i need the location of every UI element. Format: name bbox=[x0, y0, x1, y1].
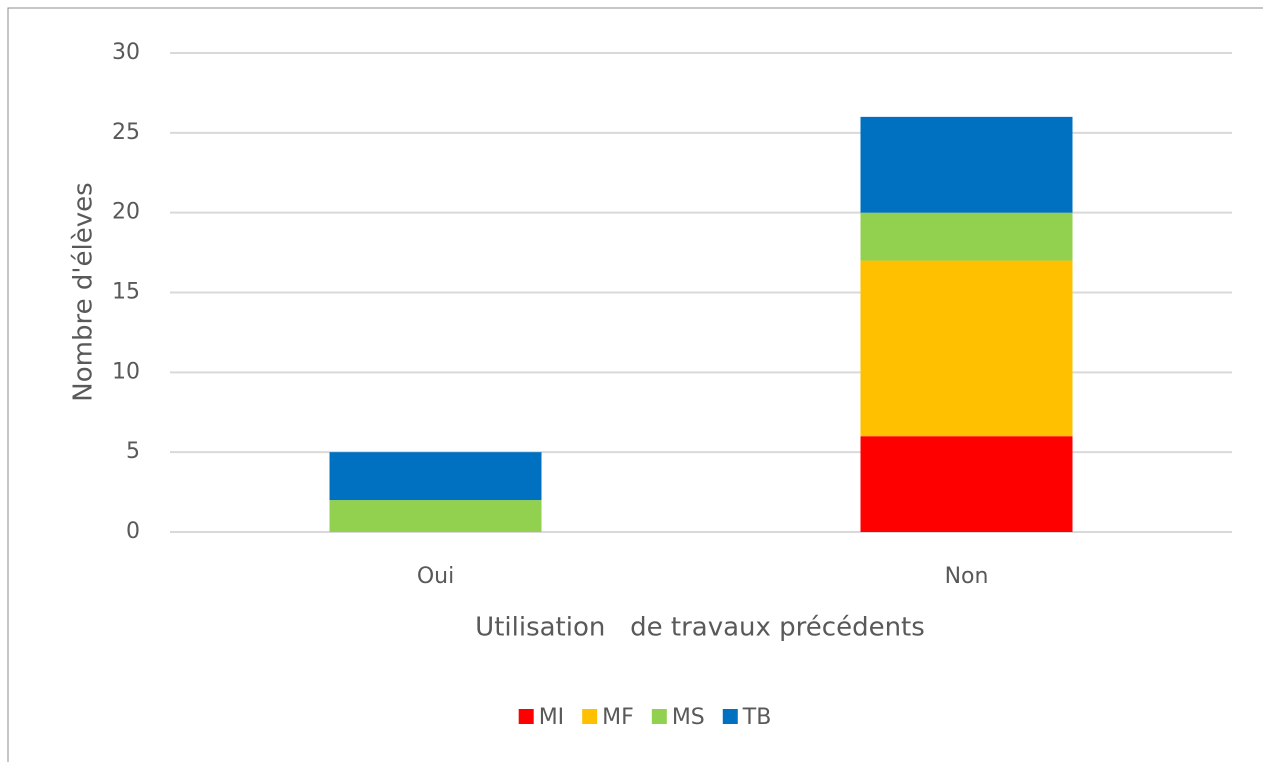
y-tick-label: 15 bbox=[112, 280, 140, 305]
legend-swatch bbox=[582, 709, 598, 724]
y-tick-label: 30 bbox=[112, 40, 140, 65]
bar-segment bbox=[860, 212, 1073, 261]
bar-segment bbox=[860, 116, 1073, 213]
bar-segment bbox=[860, 436, 1073, 532]
chart-frame bbox=[7, 7, 1263, 766]
x-tick-label: Non bbox=[945, 564, 989, 589]
legend-swatch bbox=[651, 709, 667, 724]
legend-label: MS bbox=[672, 705, 705, 730]
legend-swatch bbox=[518, 709, 534, 724]
y-axis-title: Nombre d'élèves bbox=[69, 182, 99, 401]
legend-label: MI bbox=[539, 705, 564, 730]
legend-label: TB bbox=[742, 705, 772, 730]
bar-segment bbox=[860, 260, 1073, 437]
y-tick-label: 10 bbox=[112, 359, 140, 384]
bar-segment bbox=[329, 500, 542, 532]
x-tick-label: Oui bbox=[417, 564, 454, 589]
legend-label: MF bbox=[602, 705, 634, 730]
y-tick-label: 25 bbox=[112, 120, 140, 145]
y-tick-label: 5 bbox=[126, 439, 140, 464]
y-tick-label: 0 bbox=[126, 519, 140, 544]
y-tick-label: 20 bbox=[112, 200, 140, 225]
legend-swatch bbox=[722, 709, 738, 724]
bar-segment bbox=[329, 452, 542, 501]
x-axis-title: Utilisation de travaux précédents bbox=[475, 613, 925, 643]
